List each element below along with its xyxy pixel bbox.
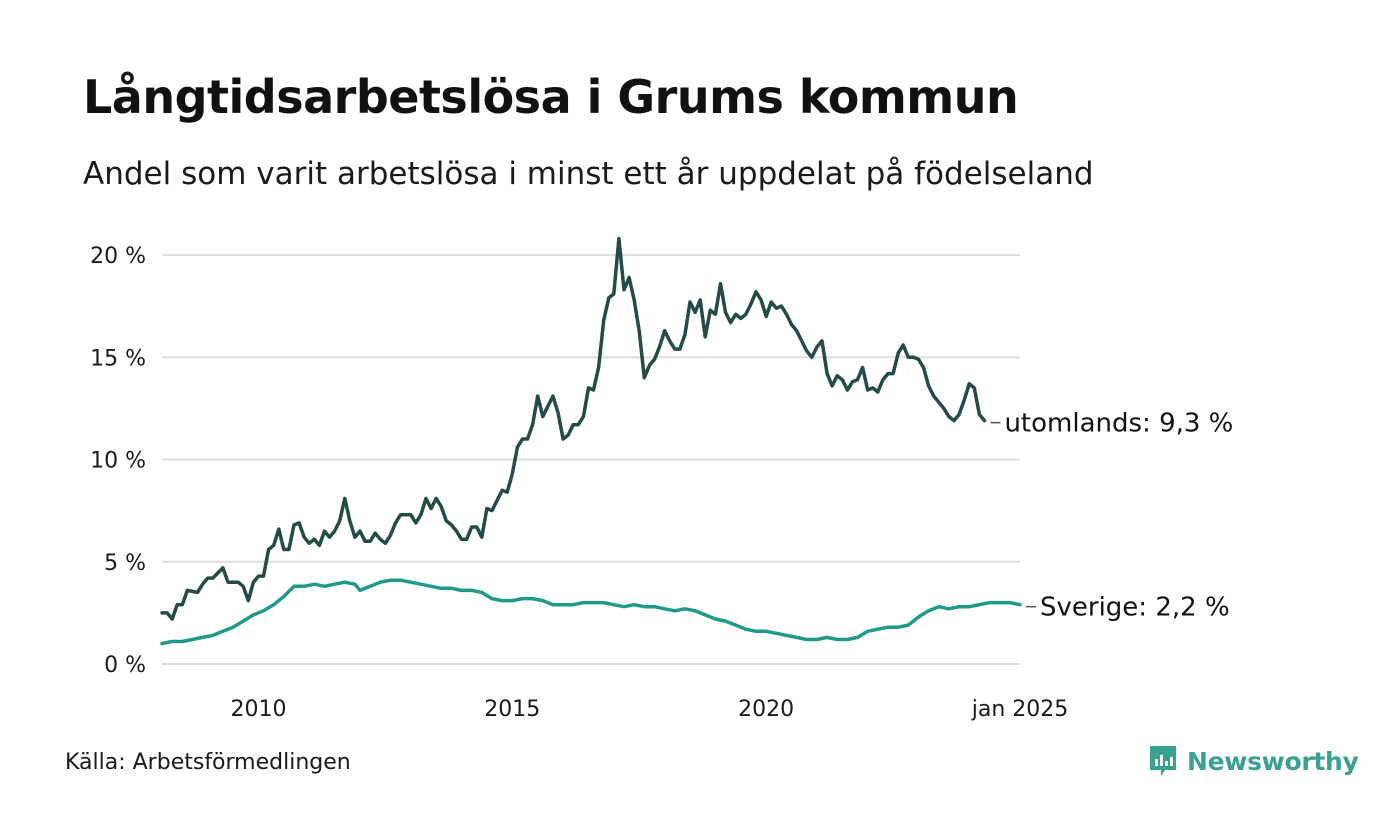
- y-tick-label: 5 %: [104, 551, 146, 576]
- y-tick-label: 15 %: [90, 346, 146, 371]
- x-axis-ticks: 2010 2015 2020 jan 2025: [230, 697, 1068, 722]
- brand-name: Newsworthy: [1187, 746, 1359, 776]
- newsworthy-logo-icon: [1150, 746, 1176, 776]
- y-tick-label: 0 %: [104, 653, 146, 678]
- page-title: Långtidsarbetslösa i Grums kommun: [83, 70, 1019, 124]
- x-tick-label: jan 2025: [971, 697, 1069, 722]
- source-note: Källa: Arbetsförmedlingen: [65, 750, 351, 775]
- y-axis-ticks: 0 % 5 % 10 % 15 % 20 %: [90, 244, 146, 678]
- grid-lines: [162, 254, 1020, 665]
- x-tick-label: 2020: [738, 697, 794, 722]
- series-lines: [160, 236, 1022, 646]
- series-label-sverige: Sverige: 2,2 %: [1040, 593, 1230, 623]
- series-label-utomlands: utomlands: 9,3 %: [1004, 409, 1233, 439]
- page-subtitle: Andel som varit arbetslösa i minst ett å…: [83, 156, 1094, 192]
- series-line-utomlands: [160, 236, 987, 621]
- y-tick-label: 20 %: [90, 244, 146, 269]
- series-line-sverige: [160, 578, 1022, 646]
- x-tick-label: 2015: [484, 697, 540, 722]
- x-tick-label: 2010: [230, 697, 286, 722]
- brand-logo[interactable]: Newsworthy: [1148, 744, 1359, 778]
- series-end-labels: utomlands: 9,3 % Sverige: 2,2 %: [990, 409, 1233, 623]
- y-tick-label: 10 %: [90, 449, 146, 474]
